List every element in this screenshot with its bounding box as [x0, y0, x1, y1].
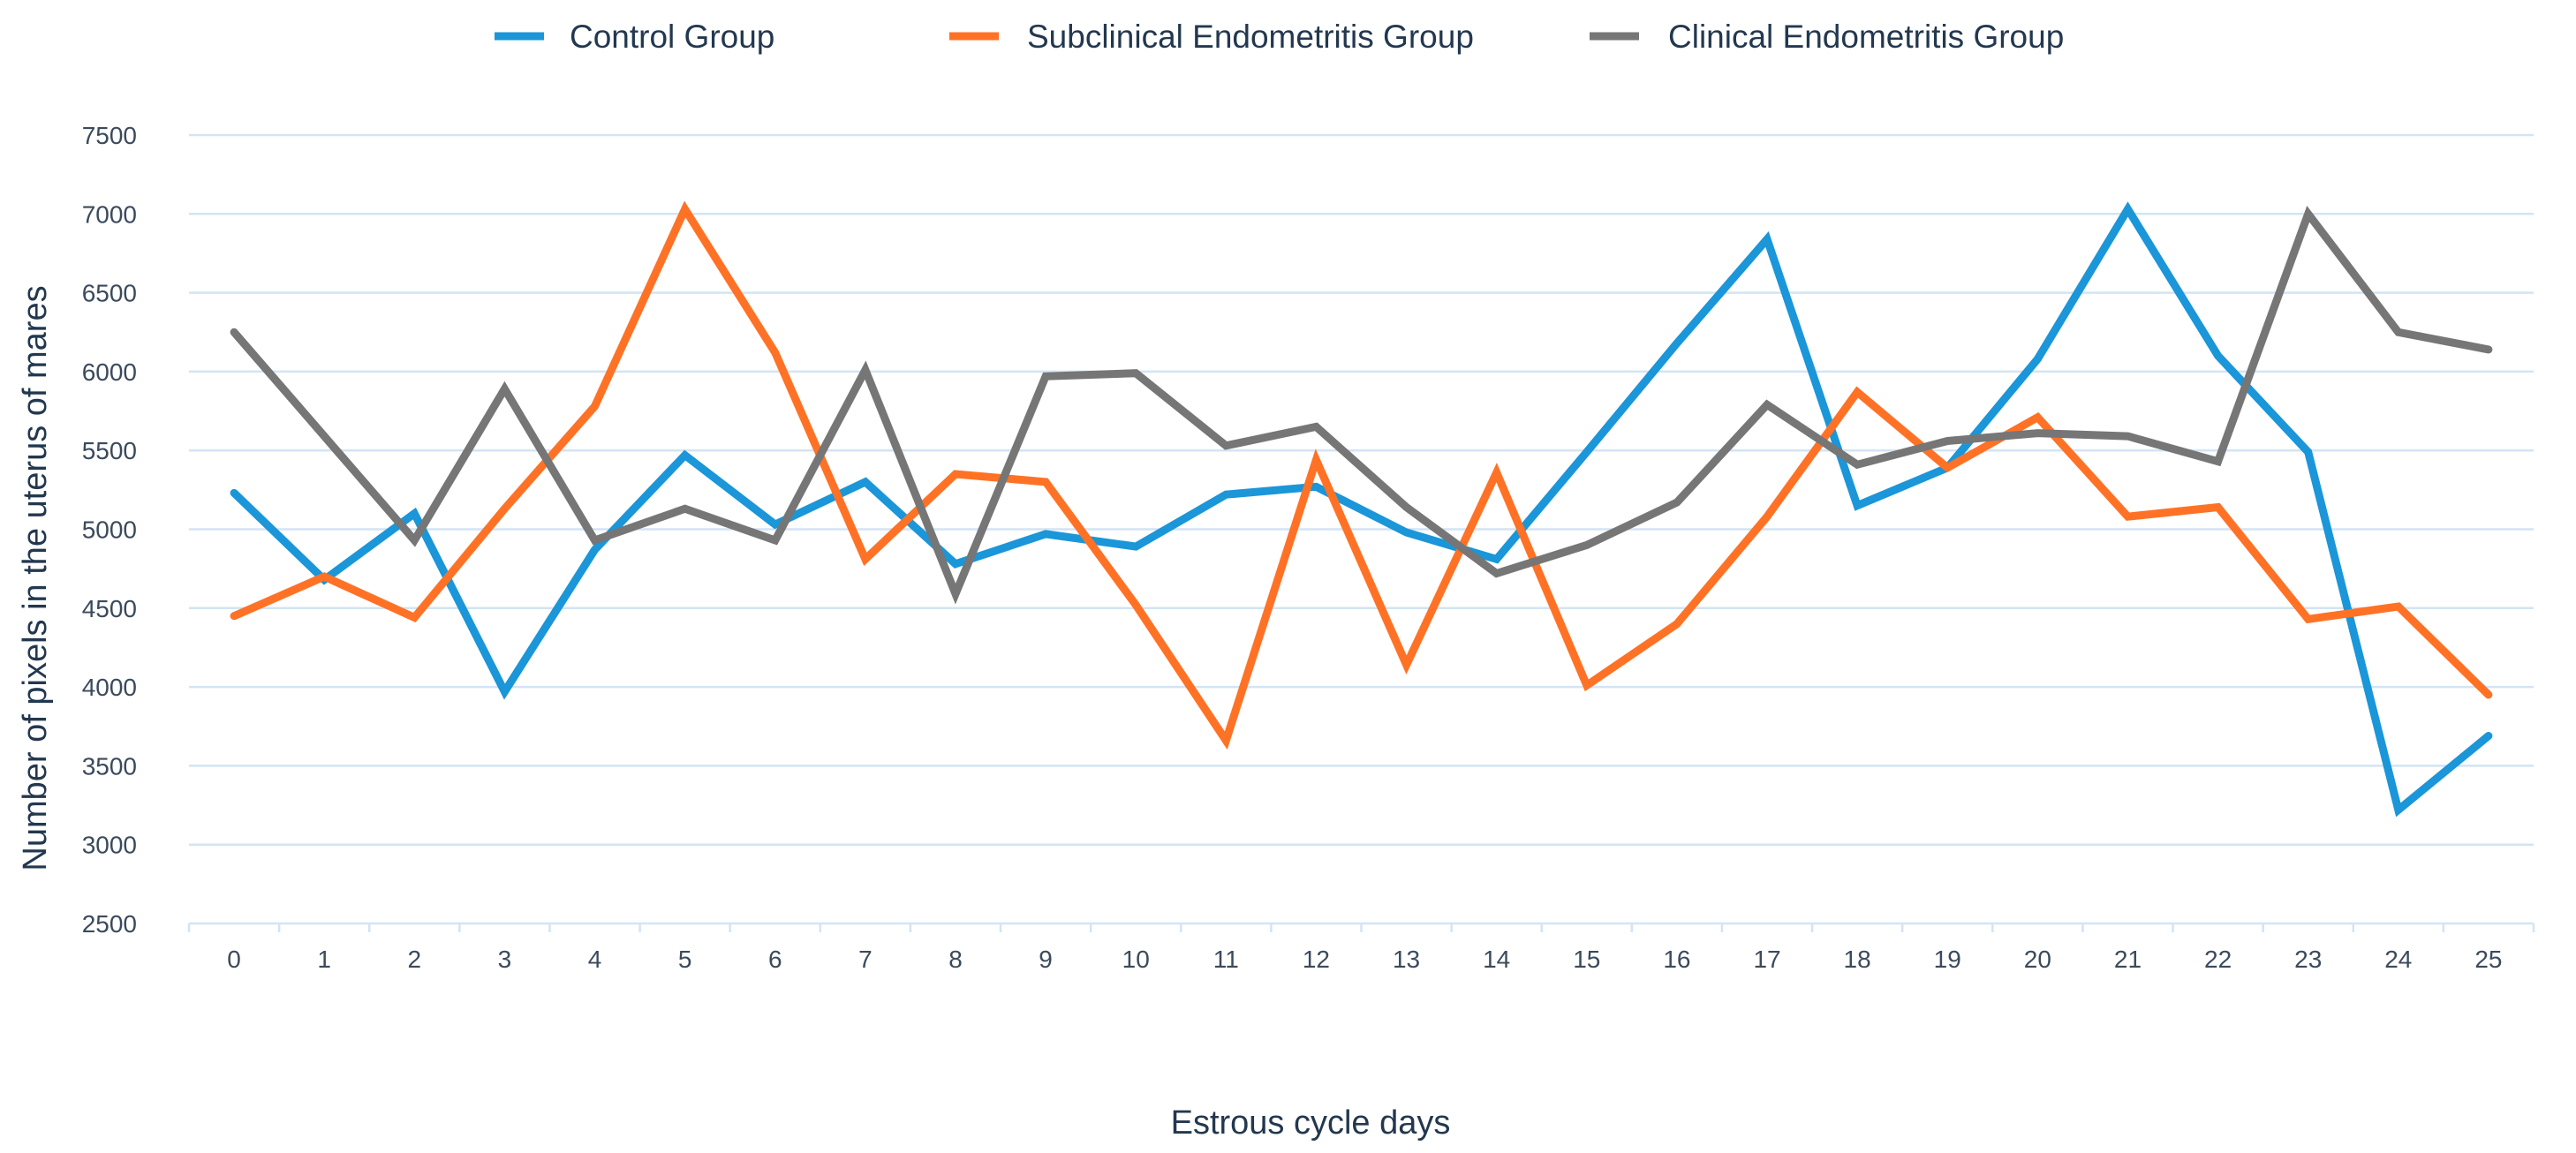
series-lines [230, 200, 2493, 818]
x-tick-label: 4 [588, 946, 602, 973]
x-tick-label: 18 [1844, 946, 1871, 973]
legend-label: Control Group [570, 19, 774, 55]
x-tick-label: 24 [2384, 946, 2412, 973]
y-tick-label: 4500 [82, 595, 137, 622]
x-tick-label: 10 [1122, 946, 1150, 973]
y-tick-label: 5500 [82, 437, 137, 464]
legend-item: Clinical Endometritis Group [1590, 19, 2064, 55]
y-tick-label: 3500 [82, 752, 137, 780]
legend-item: Control Group [495, 19, 774, 55]
x-tick-label: 11 [1213, 946, 1239, 973]
x-tick-label: 8 [948, 946, 963, 973]
x-tick-label: 0 [227, 946, 241, 973]
x-tick-label: 2 [407, 946, 421, 973]
x-tick-label: 7 [858, 946, 873, 973]
legend-label: Subclinical Endometritis Group [1027, 19, 1474, 55]
legend-item: Subclinical Endometritis Group [949, 19, 1474, 55]
x-tick-label: 25 [2474, 946, 2502, 973]
y-tick-label: 5000 [82, 516, 137, 544]
x-tick-label: 16 [1663, 946, 1690, 973]
legend-label: Clinical Endometritis Group [1668, 19, 2064, 55]
y-axis-title: Number of pixels in the uterus of mares [17, 285, 54, 870]
x-tick-label: 19 [1934, 946, 1961, 973]
x-tick-label: 9 [1039, 946, 1053, 973]
x-tick-label: 1 [317, 946, 331, 973]
gridlines [189, 133, 2534, 925]
x-tick-label: 14 [1483, 946, 1510, 973]
y-tick-label: 7500 [82, 122, 137, 149]
y-axis-ticks: 2500 3000 3500 4000 4500 5000 5500 6000 6500 7000… [82, 122, 137, 938]
legend: Control Group Subclinical Endometritis Gr… [495, 19, 2064, 55]
x-tick-label: 17 [1753, 946, 1780, 973]
y-tick-label: 6000 [82, 358, 137, 386]
x-tick-label: 3 [498, 946, 512, 973]
x-axis-title: Estrous cycle days [1171, 1104, 1451, 1142]
x-tick-label: 5 [678, 946, 692, 973]
x-tick-label: 23 [2294, 946, 2322, 973]
series-line-2 [230, 206, 2493, 605]
x-tick-label: 22 [2204, 946, 2232, 973]
x-tick-label: 15 [1573, 946, 1600, 973]
x-tick-label: 12 [1303, 946, 1330, 973]
y-tick-label: 2500 [82, 910, 137, 938]
y-tick-label: 7000 [82, 200, 137, 228]
x-tick-label: 21 [2114, 946, 2142, 973]
series-line-1 [230, 200, 2493, 750]
x-axis: 0 1 2 3 4 5 6 7 8 9 10 11 12 13 14 15 16 17 18 19 20 21 22 23 24… [187, 923, 2535, 973]
y-tick-label: 3000 [82, 832, 137, 859]
y-tick-label: 4000 [82, 674, 137, 701]
x-tick-label: 13 [1393, 946, 1420, 973]
y-tick-label: 6500 [82, 280, 137, 307]
x-tick-label: 6 [768, 946, 782, 973]
x-tick-label: 20 [2024, 946, 2051, 973]
